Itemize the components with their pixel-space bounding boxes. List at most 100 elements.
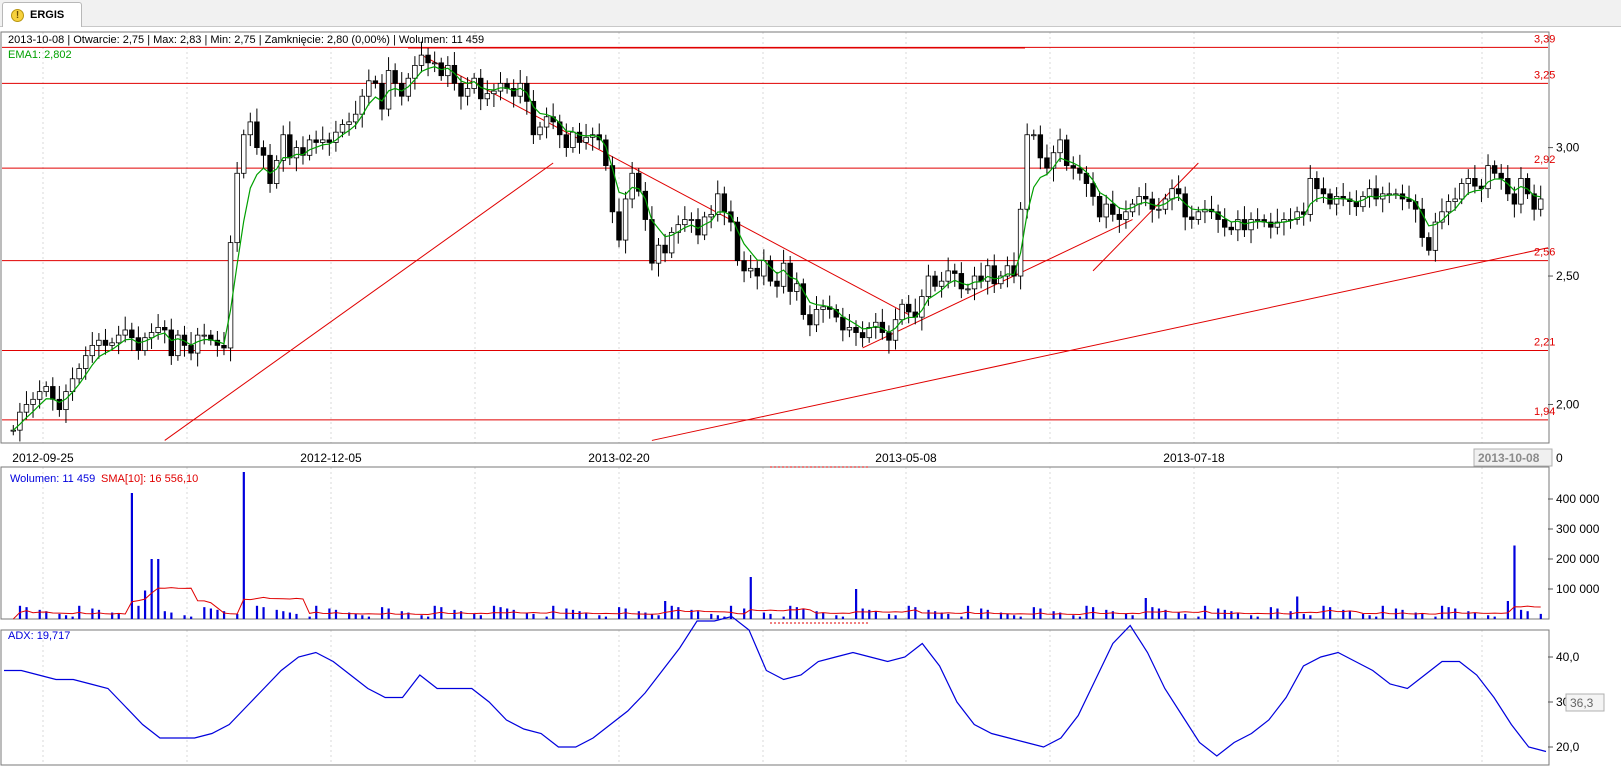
candle-body — [109, 342, 115, 346]
volume-bar — [1269, 607, 1272, 619]
volume-bar — [190, 616, 193, 619]
candle-body — [254, 121, 260, 148]
volume-bar — [203, 607, 206, 619]
volume-bar — [1197, 616, 1200, 619]
volume-bar — [1473, 612, 1477, 619]
candle-body — [234, 172, 240, 244]
candle-body — [774, 280, 780, 287]
volume-bar — [1078, 616, 1082, 619]
candle-body — [807, 314, 813, 326]
volume-bar — [380, 607, 384, 619]
candle-body — [734, 221, 741, 262]
candle-body — [1142, 195, 1149, 200]
candle-body — [1228, 226, 1234, 231]
adx-line — [4, 615, 1547, 757]
candle-body — [359, 95, 365, 115]
candle-body — [135, 337, 142, 351]
volume-bar — [427, 616, 430, 619]
candle-body — [557, 121, 563, 136]
x-tick-label: 2013-05-08 — [875, 451, 937, 465]
volume-bar — [664, 601, 667, 619]
price-tick-label: 3,00 — [1556, 141, 1580, 155]
x-tick-label: 2012-09-25 — [12, 451, 74, 465]
candle-body — [649, 219, 655, 264]
volume-bar — [354, 613, 357, 619]
candle-body — [609, 165, 616, 213]
volume-bar — [1440, 605, 1444, 619]
candle-body — [570, 131, 576, 148]
sma-line — [12, 587, 1541, 620]
volume-bar — [150, 559, 153, 619]
candle-body — [89, 344, 96, 357]
candle-body — [1452, 198, 1458, 202]
candle-body — [352, 113, 359, 123]
candle-body — [1439, 211, 1445, 223]
candle-body — [221, 344, 227, 349]
candle-body — [1235, 219, 1241, 231]
volume-bar — [710, 613, 713, 619]
volume-bar — [1092, 607, 1095, 619]
candle-body — [1011, 265, 1017, 277]
volume-bar — [914, 607, 917, 619]
volume-bar — [38, 609, 41, 619]
volume-bar — [440, 607, 443, 619]
volume-bar — [512, 609, 515, 619]
volume-bar — [1519, 609, 1523, 619]
candle-body — [754, 267, 760, 277]
candle-body — [1024, 134, 1030, 210]
candle-body — [761, 260, 767, 277]
volume-bar — [1013, 615, 1016, 619]
candle-body — [1333, 195, 1340, 205]
volume-bar — [236, 613, 239, 619]
volume-bar — [604, 616, 608, 619]
ema-line — [12, 66, 1541, 431]
candle-body — [1360, 195, 1366, 208]
volume-bar — [222, 611, 226, 619]
volume-bar — [282, 611, 285, 619]
price-level-label: 3,25 — [1534, 69, 1555, 81]
candle-body — [1511, 193, 1518, 205]
candle-body — [721, 193, 728, 213]
volume-bar — [367, 616, 371, 619]
candlesticks — [10, 41, 1544, 442]
candle-body — [932, 275, 938, 287]
candle-body — [142, 337, 148, 351]
volume-bar — [1111, 611, 1114, 619]
volume-bar — [762, 612, 766, 619]
adx-polyline — [4, 615, 1547, 757]
stock-chart[interactable]: 3,393,252,922,562,211,94 2012-09-25 2012-… — [0, 27, 1621, 768]
panel-frames — [0, 31, 1550, 766]
candle-body — [1175, 188, 1182, 195]
volume-bar — [143, 590, 147, 619]
adx-tick-label: 40,0 — [1556, 650, 1580, 664]
volume-bar — [617, 607, 621, 619]
volume-bar — [1184, 613, 1187, 619]
candle-body — [418, 54, 425, 66]
volume-bar — [696, 611, 700, 619]
candle-body — [63, 391, 69, 411]
volume-bar — [1434, 616, 1437, 619]
candle-body — [17, 411, 23, 431]
candle-body — [392, 70, 398, 84]
candle-body — [1491, 165, 1498, 174]
sma-label: SMA[10]: 16 556,10 — [101, 473, 198, 485]
volume-bar — [532, 613, 535, 619]
volume-bar — [841, 616, 845, 619]
trend-line — [651, 247, 1549, 441]
trend-line — [862, 219, 1133, 349]
warning-icon: ! — [11, 8, 24, 22]
volume-bar — [1506, 601, 1509, 619]
candle-body — [813, 309, 820, 326]
candle-body — [767, 260, 774, 282]
candle-body — [300, 147, 306, 156]
candle-body — [168, 329, 175, 357]
volume-bar — [137, 605, 140, 619]
candle-body — [873, 321, 879, 328]
candle-body — [1472, 178, 1478, 187]
candle-body — [43, 386, 49, 393]
volume-bar — [1302, 613, 1305, 619]
candle-body — [155, 327, 161, 333]
tab-ergis[interactable]: ! ERGIS — [2, 2, 82, 27]
candle-body — [458, 82, 464, 97]
candle-body — [1195, 211, 1202, 220]
